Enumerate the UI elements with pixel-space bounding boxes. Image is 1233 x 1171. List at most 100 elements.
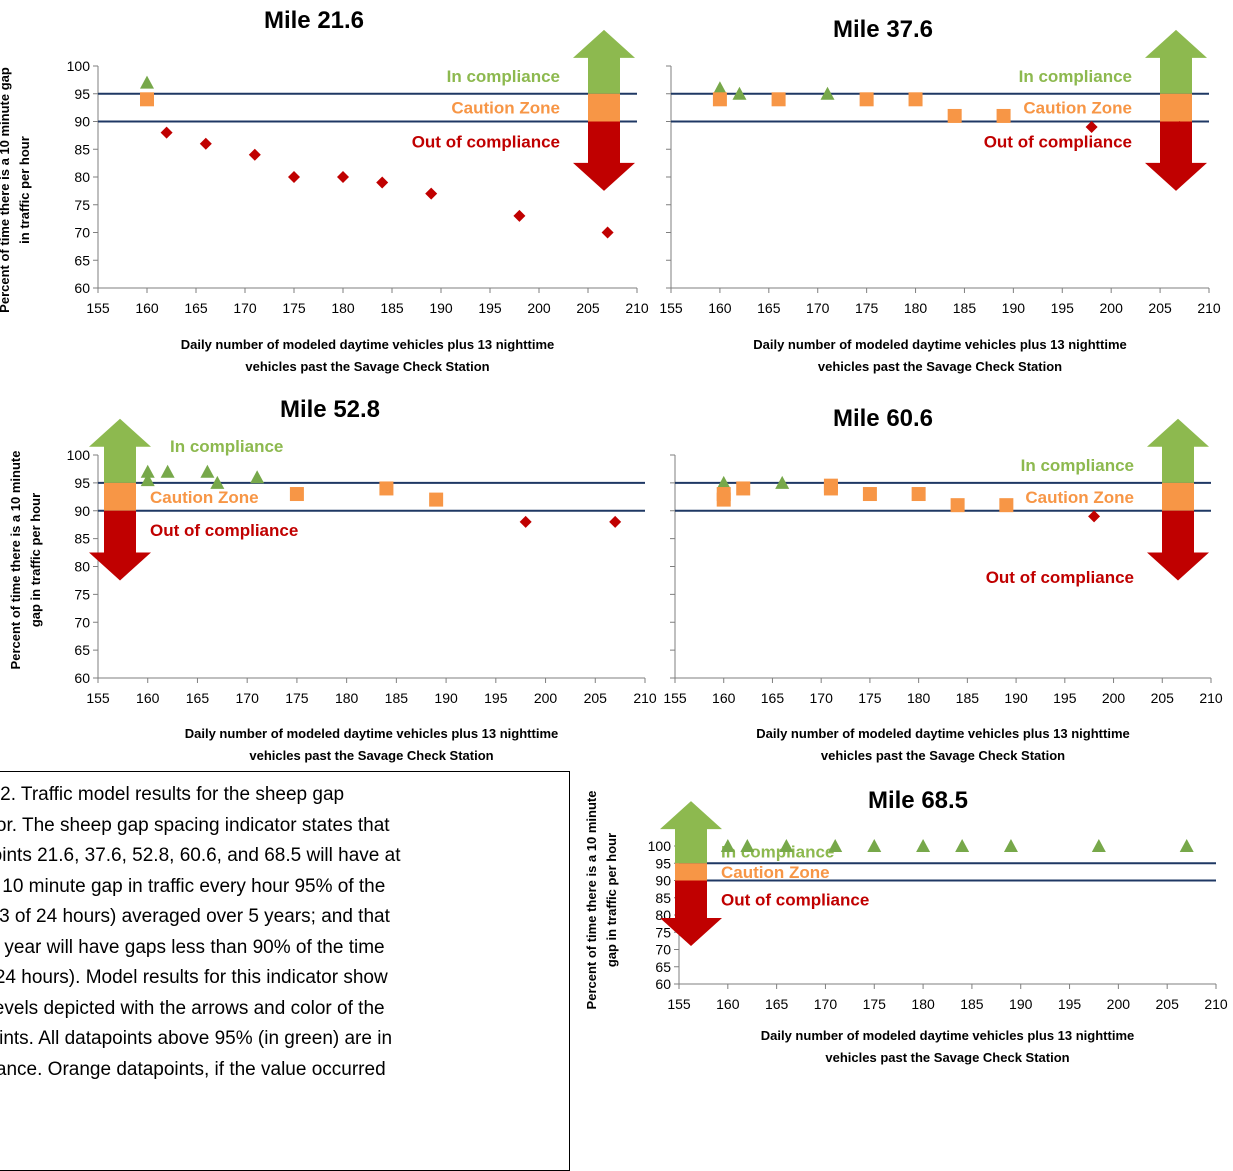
x-tick-label: 160 — [708, 300, 732, 316]
chart-title: Mile 68.5 — [868, 787, 968, 814]
chart-mile-52-8: Mile 52.8 60 65 70 75 80 85 90 95 100 155 160 165 170… — [8, 396, 657, 763]
zone-label-in-compliance: In compliance — [721, 842, 834, 861]
x-tick-label: 190 — [1004, 690, 1028, 706]
y-tick-label: 75 — [74, 586, 90, 602]
data-point-diamond — [376, 176, 389, 189]
data-point-diamond — [1175, 521, 1188, 534]
data-point-square — [859, 92, 874, 107]
caption-line: indicator. The sheep gap spacing indicat… — [0, 814, 390, 836]
data-point-triangle — [916, 839, 931, 852]
x-tick-label: 185 — [960, 996, 984, 1012]
x-tick-label: 205 — [584, 690, 608, 706]
x-tick-label: 190 — [434, 690, 458, 706]
x-tick-label: 195 — [1051, 300, 1075, 316]
figure-caption-box: Figure 2. Traffic model results for the … — [0, 771, 570, 1171]
data-point-diamond — [248, 148, 261, 161]
y-tick-label: 60 — [655, 976, 671, 992]
zone-label-caution: Caution Zone — [721, 863, 830, 882]
chart-title: Mile 37.6 — [833, 16, 933, 43]
data-point-square — [712, 92, 727, 107]
x-tick-label: 185 — [956, 690, 980, 706]
data-point-diamond — [519, 515, 532, 528]
data-point-triangle — [867, 839, 882, 852]
x-tick-label: 210 — [1197, 300, 1221, 316]
data-point-diamond — [1173, 121, 1186, 134]
y-tick-label: 60 — [74, 670, 90, 686]
x-tick-label: 170 — [814, 996, 838, 1012]
y-tick-label: 100 — [67, 58, 91, 74]
noncompliance-arrow-down — [89, 510, 151, 581]
zone-label-in-compliance: In compliance — [170, 437, 283, 456]
y-tick-label: 70 — [74, 225, 90, 241]
caption-line: datapoints. All datapoints above 95% (in… — [0, 1028, 393, 1049]
chart-title: Mile 52.8 — [280, 396, 380, 423]
x-tick-label: 200 — [1102, 690, 1126, 706]
caution-zone-marker — [675, 863, 707, 881]
y-axis-label: gap in traffic per hour — [604, 833, 619, 967]
data-point-triangle — [140, 473, 155, 487]
data-point-diamond — [160, 126, 173, 139]
x-tick-label: 195 — [1058, 996, 1082, 1012]
data-point-triangle — [775, 475, 790, 489]
data-point-diamond — [609, 515, 622, 528]
x-tick-label: 160 — [135, 300, 159, 316]
data-point-triangle — [779, 839, 794, 852]
data-point-triangle — [1003, 839, 1018, 852]
compliance-arrow-up — [1147, 418, 1209, 483]
x-tick-label: 185 — [385, 690, 409, 706]
zone-label-caution: Caution Zone — [451, 99, 560, 118]
caution-zone-marker — [588, 93, 620, 122]
data-point-triangle — [140, 464, 155, 478]
data-point-triangle — [716, 475, 731, 489]
data-point-square — [823, 481, 838, 496]
x-tick-label: 185 — [953, 300, 977, 316]
y-tick-label: 85 — [74, 141, 90, 157]
x-tick-label: 165 — [761, 690, 785, 706]
x-tick-label: 195 — [478, 300, 502, 316]
data-point-triangle — [820, 86, 835, 100]
x-axis-label: vehicles past the Savage Check Station — [818, 359, 1062, 374]
zone-label-in-compliance: In compliance — [1019, 67, 1132, 86]
x-tick-label: 195 — [484, 690, 508, 706]
zone-label-caution: Caution Zone — [150, 488, 259, 507]
x-tick-label: 200 — [527, 300, 551, 316]
x-tick-label: 205 — [1156, 996, 1180, 1012]
y-axis-label: Percent of time there is a 10 minute gap — [0, 67, 12, 313]
x-tick-label: 165 — [765, 996, 789, 1012]
chart-mile-37-6: Mile 37.6 155 160 165 170 175 180 185 190 195 200 2… — [659, 16, 1221, 374]
data-point-diamond — [1085, 121, 1098, 134]
zone-label-out-of-compliance: Out of compliance — [412, 133, 560, 152]
y-tick-label: 100 — [67, 447, 91, 463]
x-tick-label: 190 — [429, 300, 453, 316]
noncompliance-arrow-down — [1145, 121, 1207, 191]
x-tick-label: 195 — [1053, 690, 1077, 706]
x-tick-label: 210 — [1204, 996, 1228, 1012]
data-point-triangle — [250, 470, 265, 484]
y-tick-label: 90 — [655, 873, 671, 889]
x-tick-label: 210 — [625, 300, 649, 316]
y-axis-label: Percent of time there is a 10 minute — [8, 451, 23, 670]
y-tick-label: 75 — [655, 924, 671, 940]
x-tick-label: 160 — [712, 690, 736, 706]
data-point-square — [736, 481, 751, 496]
chart-title: Mile 60.6 — [833, 405, 933, 432]
data-point-square — [947, 108, 962, 123]
x-tick-label: 160 — [136, 690, 160, 706]
caution-zone-marker — [1160, 93, 1192, 122]
chart-title: Mile 21.6 — [264, 7, 364, 34]
y-tick-label: 65 — [74, 642, 90, 658]
x-axis-label: Daily number of modeled daytime vehicles… — [753, 337, 1126, 352]
data-point-diamond — [337, 171, 349, 183]
x-tick-label: 200 — [1100, 300, 1124, 316]
x-tick-label: 175 — [858, 690, 882, 706]
caution-zone-marker — [1162, 482, 1194, 511]
caption-line: (22 of 24 hours). Model results for this… — [0, 967, 388, 988]
x-axis-label: vehicles past the Savage Check Station — [245, 359, 489, 374]
data-point-square — [771, 92, 786, 107]
noncompliance-arrow-down — [1147, 510, 1209, 581]
data-point-diamond — [1088, 510, 1101, 523]
x-tick-label: 180 — [911, 996, 935, 1012]
y-tick-label: 90 — [74, 114, 90, 130]
y-tick-label: 95 — [655, 855, 671, 871]
x-tick-label: 180 — [907, 690, 931, 706]
